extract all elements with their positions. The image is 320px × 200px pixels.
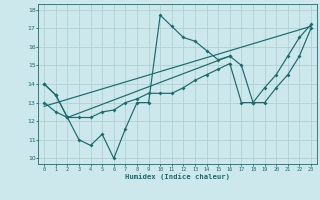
X-axis label: Humidex (Indice chaleur): Humidex (Indice chaleur) [125,173,230,180]
